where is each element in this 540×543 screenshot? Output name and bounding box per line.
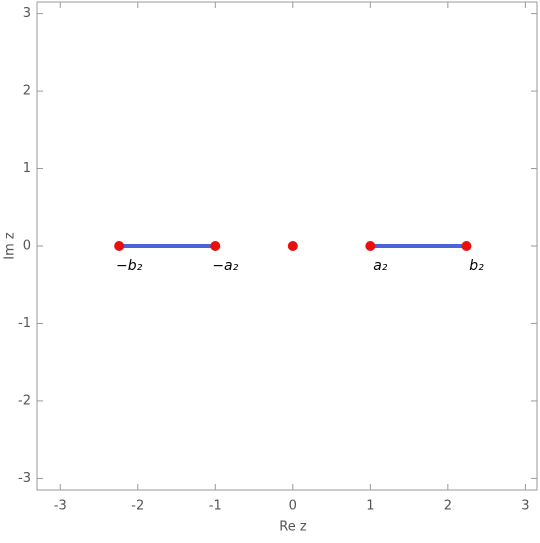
x-tick-label: -3 [54, 499, 67, 514]
point [114, 241, 125, 251]
x-tick-label: 1 [366, 499, 374, 514]
x-tick-label: -1 [209, 499, 222, 514]
point-label: a₂ [373, 258, 388, 274]
point-label: b₂ [469, 258, 484, 274]
x-tick-label: -2 [131, 499, 144, 514]
point [210, 241, 221, 251]
y-tick-label: -1 [18, 316, 31, 331]
point-label: −a₂ [212, 258, 238, 274]
x-tick-label: 3 [521, 499, 529, 514]
point [287, 241, 298, 251]
x-tick-label: 2 [444, 499, 452, 514]
y-tick-label: 0 [23, 239, 31, 254]
y-tick-label: 1 [23, 161, 31, 176]
y-tick-label: 2 [23, 84, 31, 99]
y-tick-label: 3 [23, 6, 31, 21]
x-axis-label: Re z [279, 520, 307, 535]
y-axis-label: Im z [3, 232, 18, 260]
x-tick-label: 0 [289, 499, 297, 514]
point-label: −b₂ [116, 258, 143, 274]
point [461, 241, 472, 251]
y-tick-label: -2 [18, 393, 31, 408]
point [365, 241, 376, 251]
y-tick-label: -3 [18, 471, 31, 486]
